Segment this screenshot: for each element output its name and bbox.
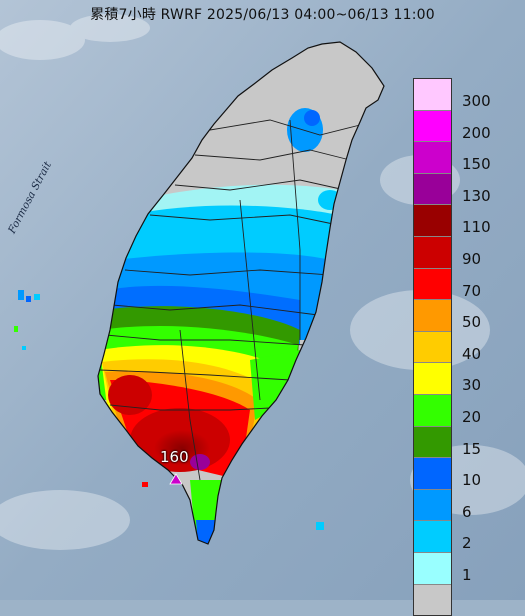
legend-label: 130 xyxy=(462,186,491,205)
county-boundaries xyxy=(99,119,361,481)
legend-swatch xyxy=(414,142,451,174)
legend-label: 300 xyxy=(462,92,491,110)
legend-label: 110 xyxy=(462,218,491,237)
rainfall-shading xyxy=(98,108,345,544)
east-islet xyxy=(316,522,324,530)
legend-swatch xyxy=(414,426,451,459)
legend-label: 1 xyxy=(462,566,472,584)
legend-label: 50 xyxy=(462,313,482,332)
legend-label: 150 xyxy=(462,155,491,174)
legend-swatch xyxy=(414,489,451,522)
legend-swatch xyxy=(414,458,451,490)
legend-label: 90 xyxy=(462,250,482,268)
legend-swatch xyxy=(414,205,451,237)
legend-swatch xyxy=(414,363,451,395)
max-rain-marker xyxy=(169,473,183,485)
legend-swatch xyxy=(414,173,451,206)
max-rain-label: 160 xyxy=(160,448,189,466)
color-legend xyxy=(413,78,452,616)
legend-swatch xyxy=(414,394,451,427)
legend-swatch xyxy=(414,331,451,364)
legend-swatch xyxy=(414,268,451,301)
legend-label: 2 xyxy=(462,534,472,553)
legend-label: 6 xyxy=(462,502,472,521)
legend-label: 15 xyxy=(462,439,482,458)
legend-swatch xyxy=(414,110,451,143)
legend-swatch xyxy=(414,79,451,111)
legend-swatch xyxy=(414,521,451,553)
legend-swatch xyxy=(414,300,451,332)
map-title: 累積7小時 RWRF 2025/06/13 04:00~06/13 11:00 xyxy=(90,7,435,23)
lamay-islet xyxy=(142,482,148,487)
legend-label: 10 xyxy=(462,471,482,490)
legend-label: 200 xyxy=(462,123,491,142)
coastline xyxy=(97,41,385,545)
legend-label: 20 xyxy=(462,408,482,426)
legend-label: 40 xyxy=(462,344,482,363)
legend-swatch xyxy=(414,236,451,269)
penghu-islands xyxy=(14,290,40,350)
legend-label: 70 xyxy=(462,281,482,300)
legend-swatch xyxy=(414,552,451,585)
legend-label: 30 xyxy=(462,376,482,395)
